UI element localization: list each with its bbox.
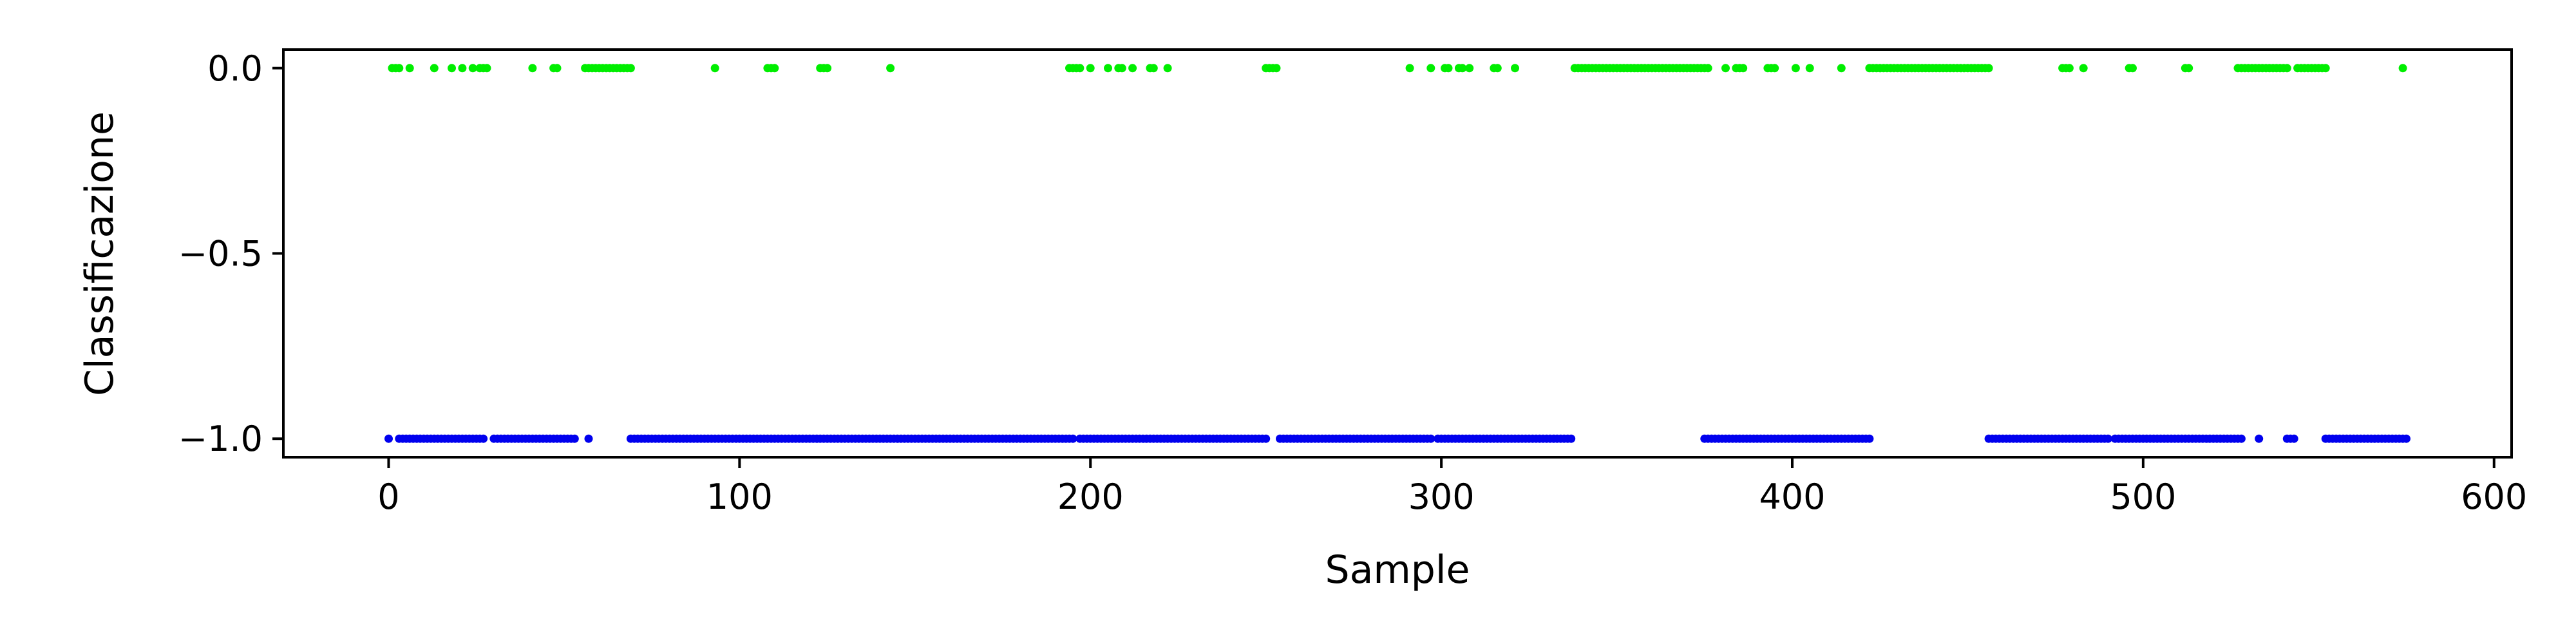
- data-point-series-0: [1086, 64, 1095, 73]
- data-point-series-1: [1567, 434, 1576, 443]
- data-point-series-0: [1984, 64, 1993, 73]
- data-point-series-0: [886, 64, 895, 73]
- data-point-series-0: [1075, 64, 1084, 73]
- data-point-series-0: [458, 64, 467, 73]
- data-point-series-0: [1770, 64, 1779, 73]
- data-point-series-0: [1511, 64, 1519, 73]
- data-point-series-0: [1405, 64, 1414, 73]
- data-point-series-0: [1721, 64, 1730, 73]
- data-point-series-0: [1104, 64, 1112, 73]
- data-point-series-1: [2103, 434, 2112, 443]
- data-point-series-0: [1272, 64, 1281, 73]
- data-point-series-1: [1865, 434, 1874, 443]
- data-point-series-0: [468, 64, 477, 73]
- y-axis-title: Classificazione: [77, 111, 122, 396]
- data-point-series-1: [1068, 434, 1077, 443]
- data-point-series-0: [1163, 64, 1172, 73]
- data-point-series-0: [1837, 64, 1846, 73]
- data-point-series-0: [528, 64, 537, 73]
- data-point-series-0: [2128, 64, 2137, 73]
- data-point-series-0: [2321, 64, 2330, 73]
- data-point-series-0: [1128, 64, 1137, 73]
- x-axis-title: Sample: [1325, 547, 1470, 592]
- data-point-series-1: [479, 434, 488, 443]
- y-axis: 0.0 −0.5 −1.0: [178, 48, 283, 459]
- data-point-series-0: [2398, 64, 2407, 73]
- data-point-series-1: [1426, 434, 1435, 443]
- data-point-series-1: [1262, 434, 1271, 443]
- data-point-series-0: [626, 64, 635, 73]
- data-point-series-0: [2065, 64, 2074, 73]
- data-points: [384, 64, 2410, 443]
- data-point-series-1: [2255, 434, 2264, 443]
- y-tick-label: −1.0: [178, 419, 263, 459]
- data-point-series-0: [1739, 64, 1748, 73]
- data-point-series-0: [1426, 64, 1435, 73]
- y-tick-label: −0.5: [178, 234, 263, 274]
- x-tick-label: 0: [377, 477, 399, 517]
- data-point-series-0: [710, 64, 719, 73]
- x-tick-label: 500: [2110, 477, 2176, 517]
- data-point-series-0: [1493, 64, 1502, 73]
- x-tick-label: 300: [1408, 477, 1475, 517]
- data-point-series-0: [1703, 64, 1712, 73]
- data-point-series-0: [430, 64, 439, 73]
- data-point-series-0: [448, 64, 456, 73]
- data-point-series-0: [1444, 64, 1453, 73]
- data-point-series-1: [384, 434, 393, 443]
- data-point-series-0: [1805, 64, 1814, 73]
- x-tick-label: 200: [1057, 477, 1124, 517]
- data-point-series-0: [405, 64, 414, 73]
- data-point-series-0: [2282, 64, 2291, 73]
- data-point-series-0: [395, 64, 404, 73]
- data-point-series-0: [2079, 64, 2088, 73]
- data-point-series-0: [823, 64, 832, 73]
- data-point-series-0: [1458, 64, 1467, 73]
- x-tick-label: 400: [1759, 477, 1825, 517]
- data-point-series-0: [770, 64, 779, 73]
- x-axis: 0 100 200 300 400 500 600: [377, 457, 2527, 517]
- data-point-series-0: [2184, 64, 2193, 73]
- data-point-series-0: [1791, 64, 1800, 73]
- data-point-series-1: [584, 434, 593, 443]
- data-point-series-0: [1465, 64, 1474, 73]
- x-tick-label: 600: [2461, 477, 2527, 517]
- data-point-series-1: [2402, 434, 2410, 443]
- x-tick-label: 100: [706, 477, 773, 517]
- data-point-series-0: [482, 64, 491, 73]
- data-point-series-0: [1117, 64, 1126, 73]
- data-point-series-0: [553, 64, 562, 73]
- data-point-series-1: [2289, 434, 2298, 443]
- y-tick-label: 0.0: [207, 48, 263, 89]
- data-point-series-0: [1149, 64, 1158, 73]
- plot-frame: [282, 48, 2513, 459]
- data-point-series-1: [2237, 434, 2246, 443]
- data-point-series-1: [570, 434, 579, 443]
